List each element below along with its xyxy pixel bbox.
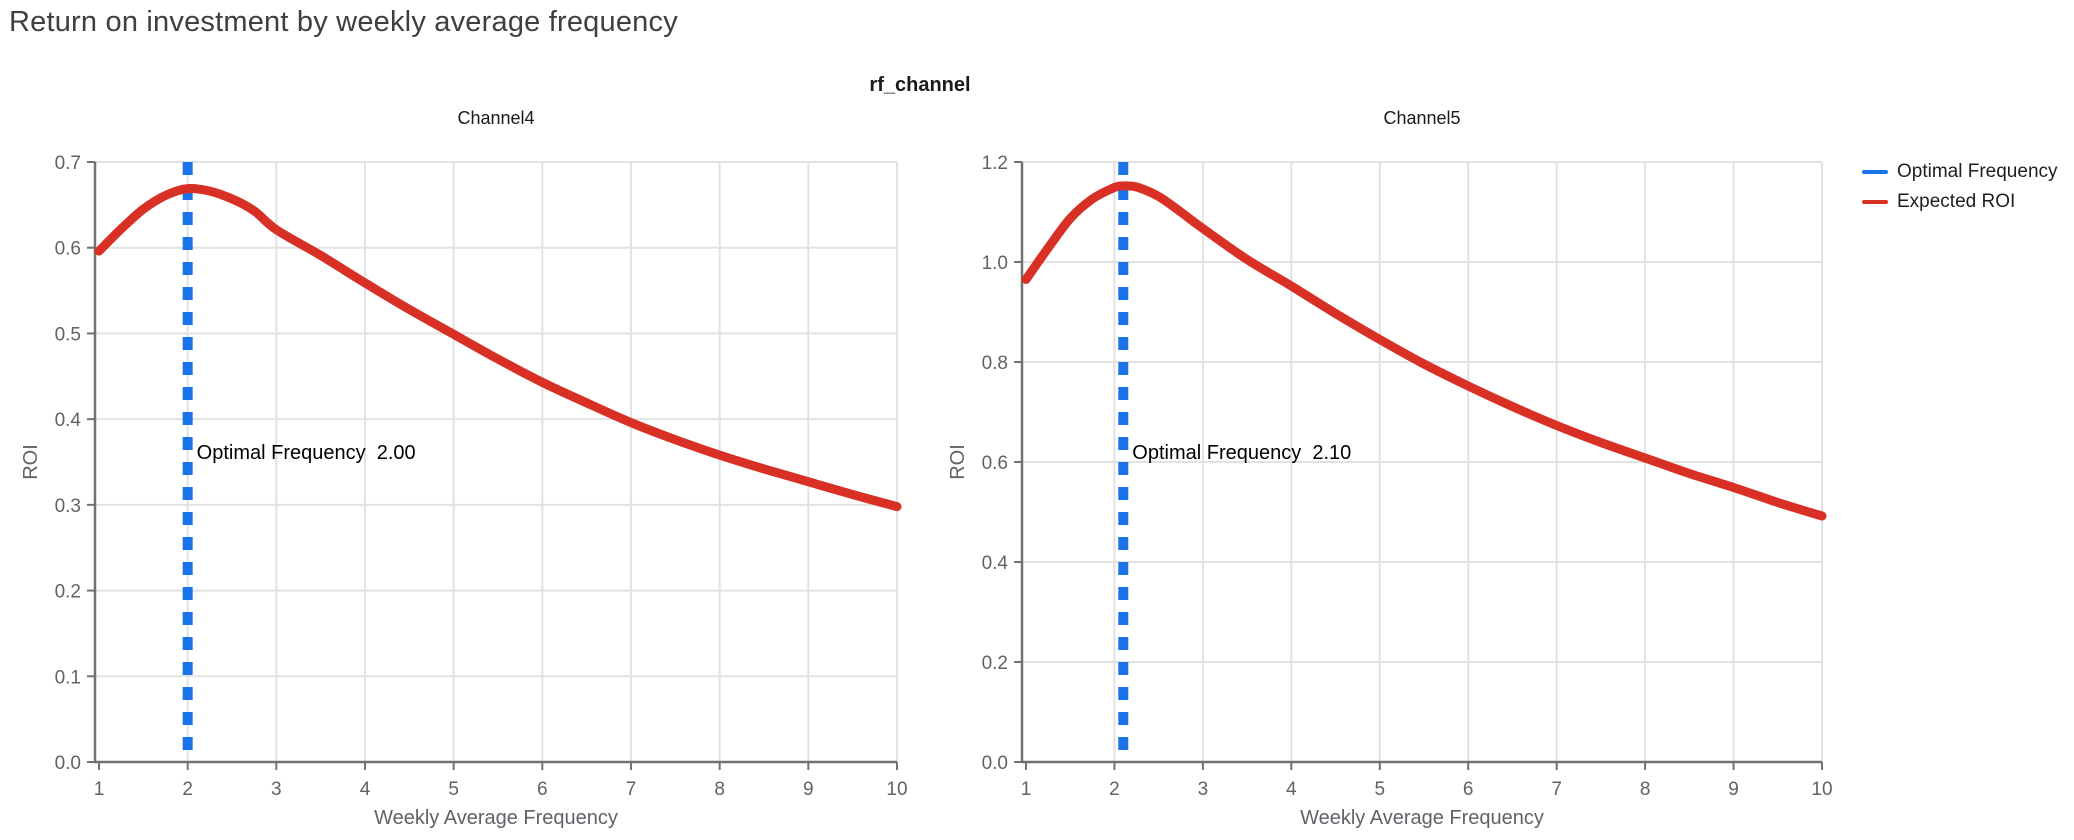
optimal-frequency-annotation: Optimal Frequency 2.10 — [1132, 442, 1351, 464]
y-tick-label: 0.1 — [55, 667, 81, 688]
facet-title: rf_channel — [869, 74, 971, 96]
x-tick-label: 7 — [1551, 779, 1562, 800]
legend-label: Optimal Frequency — [1897, 161, 2058, 182]
x-tick-label: 3 — [271, 779, 282, 800]
x-tick-label: 6 — [1463, 779, 1474, 800]
legend-item-expected-roi: Expected ROI — [1862, 191, 2058, 213]
x-tick-label: 5 — [1374, 779, 1385, 800]
y-tick-label: 0.2 — [982, 653, 1008, 674]
y-tick-label: 0.7 — [55, 153, 81, 174]
chart-legend: Optimal Frequency Expected ROI — [1862, 161, 2058, 213]
expected-roi-line-swatch — [1862, 200, 1888, 204]
y-tick-label: 0.6 — [55, 239, 81, 260]
x-tick-label: 4 — [360, 779, 371, 800]
x-tick-label: 1 — [94, 779, 105, 800]
x-tick-label: 10 — [1811, 779, 1832, 800]
y-tick-label: 0.2 — [55, 582, 81, 603]
y-tick-label: 0.4 — [55, 410, 82, 431]
subplot-channel5: 0.0 0.2 0.4 0.6 0.8 1.0 1.2 1 2 3 4 5 6 7 8 9 10 Weekly A… — [947, 108, 1833, 829]
expected-roi-curve — [1021, 181, 1827, 521]
y-tick-label: 0.0 — [982, 753, 1008, 774]
x-tick-label: 6 — [537, 779, 548, 800]
y-tick-label: 0.4 — [982, 553, 1009, 574]
x-tick-label: 2 — [1109, 779, 1120, 800]
x-tick-label: 9 — [1728, 779, 1739, 800]
x-tick-label: 5 — [448, 779, 459, 800]
optimal-frequency-annotation: Optimal Frequency 2.00 — [197, 442, 416, 464]
y-tick-label: 1.2 — [982, 153, 1008, 174]
x-tick-label: 8 — [1640, 779, 1651, 800]
x-tick-label: 7 — [626, 779, 637, 800]
y-axis-title: ROI — [947, 444, 969, 480]
x-tick-label: 10 — [886, 779, 907, 800]
y-tick-label: 0.0 — [55, 753, 81, 774]
x-axis-title: Weekly Average Frequency — [1300, 807, 1544, 829]
y-tick-label: 0.3 — [55, 496, 81, 517]
subplot-channel4: 0.0 0.1 0.2 0.3 0.4 0.5 0.6 0.7 1 2 3 4 5 6 7 8 9 10 Weekl… — [20, 108, 908, 829]
x-tick-label: 3 — [1198, 779, 1209, 800]
x-tick-label: 9 — [803, 779, 814, 800]
x-tick-label: 4 — [1286, 779, 1297, 800]
subplot-title: Channel5 — [1383, 108, 1460, 128]
y-tick-label: 0.8 — [982, 353, 1008, 374]
subplot-title: Channel4 — [457, 108, 534, 128]
optimal-frequency-line-swatch — [1862, 170, 1888, 174]
legend-label: Expected ROI — [1897, 191, 2016, 212]
page-title: Return on investment by weekly average f… — [9, 6, 678, 38]
y-tick-label: 0.5 — [55, 324, 81, 345]
x-tick-label: 8 — [714, 779, 725, 800]
legend-item-optimal-frequency: Optimal Frequency — [1862, 161, 2058, 183]
x-tick-label: 2 — [182, 779, 193, 800]
x-tick-label: 1 — [1021, 779, 1032, 800]
y-tick-label: 1.0 — [982, 253, 1008, 274]
expected-roi-curve — [94, 183, 902, 512]
y-tick-label: 0.6 — [982, 453, 1008, 474]
y-axis-title: ROI — [20, 444, 42, 480]
x-axis-title: Weekly Average Frequency — [374, 807, 618, 829]
